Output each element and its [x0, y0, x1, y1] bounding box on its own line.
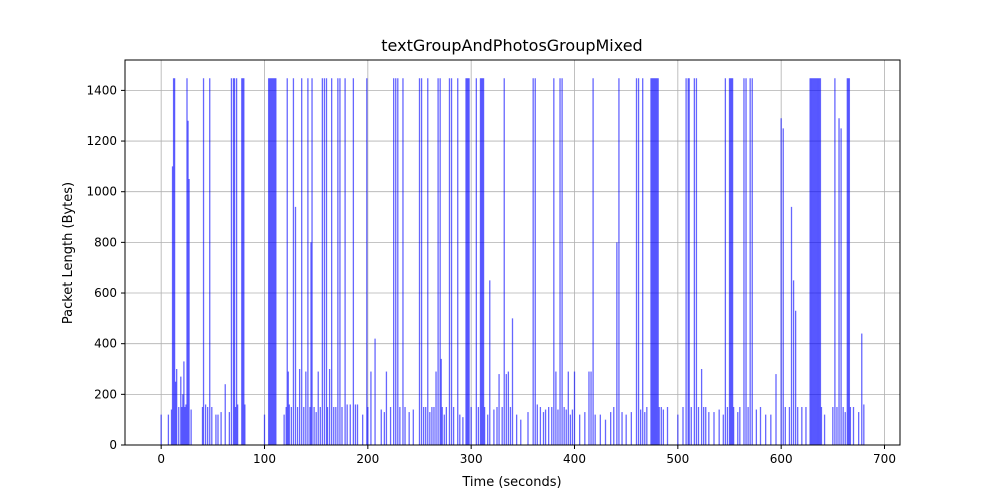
series-layer	[160, 78, 865, 445]
x-tick-label: 600	[770, 452, 793, 466]
grid-layer	[125, 60, 900, 446]
x-axis-label: Time (seconds)	[461, 475, 561, 490]
y-tick-label: 200	[94, 387, 117, 401]
y-tick-label: 800	[94, 235, 117, 249]
y-tick-label: 1000	[86, 185, 117, 199]
y-tick-label: 400	[94, 337, 117, 351]
y-tick-label: 600	[94, 286, 117, 300]
plot-frame	[124, 59, 901, 446]
chart-title: textGroupAndPhotosGroupMixed	[381, 36, 642, 55]
y-axis-label: Packet Length (Bytes)	[61, 182, 76, 324]
x-tick-label: 200	[356, 452, 379, 466]
y-tick-label: 1400	[86, 83, 117, 97]
axes-layer: 0 100 200 300 400 500 600 700 0 200 400 600 800 1000 1…	[86, 59, 901, 466]
series-0	[160, 78, 865, 445]
y-tick-label: 1200	[86, 134, 117, 148]
y-tick-label: 0	[109, 438, 117, 452]
x-tick-label: 0	[157, 452, 165, 466]
x-tick-label: 300	[460, 452, 483, 466]
x-tick-label: 500	[666, 452, 689, 466]
x-tick-label: 700	[873, 452, 896, 466]
x-tick-label: 100	[253, 452, 276, 466]
x-tick-label: 400	[563, 452, 586, 466]
